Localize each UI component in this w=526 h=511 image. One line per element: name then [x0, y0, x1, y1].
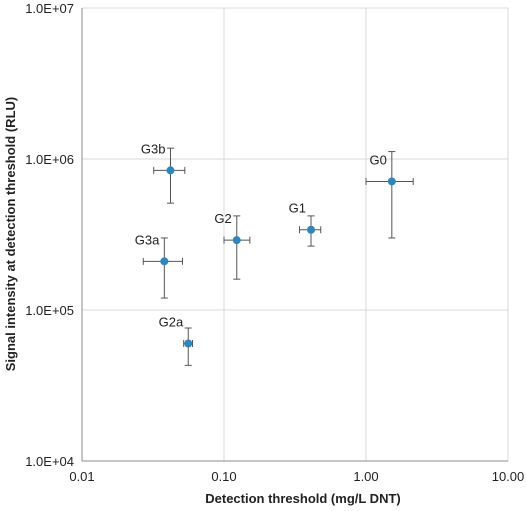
y-tick-label: 1.0E+06 — [25, 152, 74, 167]
x-tick-labels: 0.01 0.10 1.00 10.00 — [69, 469, 524, 484]
data-point — [307, 225, 316, 234]
point-labels: G3b G0 G2 G1 G3a G2a — [135, 141, 387, 329]
y-tick-label: 1.0E+05 — [25, 303, 74, 318]
x-axis-title: Detection threshold (mg/L DNT) — [205, 491, 400, 506]
y-tick-label: 1.0E+04 — [25, 454, 74, 469]
y-tick-label: 1.0E+07 — [25, 1, 74, 16]
x-tick-label: 0.10 — [211, 469, 236, 484]
point-label: G3b — [141, 141, 166, 156]
y-axis-title: Signal intensity at detection threshold … — [3, 97, 18, 371]
axes — [81, 8, 508, 462]
data-point — [160, 257, 169, 266]
point-label: G2 — [214, 211, 231, 226]
point-label: G2a — [159, 314, 184, 329]
y-tick-labels: 1.0E+04 1.0E+05 1.0E+06 1.0E+07 — [25, 1, 74, 469]
x-tick-label: 10.00 — [492, 469, 525, 484]
x-tick-label: 0.01 — [69, 469, 94, 484]
point-label: G1 — [289, 201, 306, 216]
error-bars — [142, 147, 414, 366]
data-points — [160, 166, 396, 348]
x-tick-label: 1.00 — [353, 469, 378, 484]
point-label: G3a — [135, 232, 160, 247]
data-point — [184, 339, 193, 348]
grid-lines — [82, 7, 509, 461]
data-point — [166, 166, 175, 175]
data-point — [232, 236, 241, 245]
point-label: G0 — [369, 152, 386, 167]
data-point — [387, 177, 396, 186]
